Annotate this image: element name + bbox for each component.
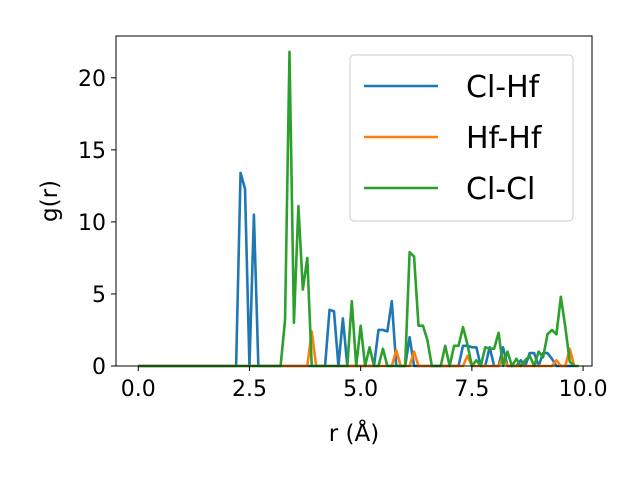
- legend-label-cl-cl: Cl-Cl: [466, 172, 535, 207]
- x-tick-label: 5.0: [343, 377, 378, 402]
- x-axis-label: r (Å): [329, 419, 379, 447]
- y-axis-label: g(r): [37, 180, 63, 222]
- x-tick-label: 7.5: [454, 377, 489, 402]
- legend: Cl-Hf Hf-Hf Cl-Cl: [349, 54, 574, 222]
- y-axis-ticks: 0 5 10 15 20: [78, 67, 116, 380]
- plot-frame: [115, 35, 593, 367]
- y-tick-label: 20: [78, 67, 106, 92]
- x-axis-ticks: 0.0 2.5 5.0 7.5 10.0: [121, 366, 608, 402]
- x-tick-label: 10.0: [559, 377, 608, 402]
- y-tick-label: 15: [78, 139, 106, 164]
- legend-label-cl-hf: Cl-Hf: [466, 70, 541, 105]
- x-tick-label: 2.5: [232, 377, 267, 402]
- legend-label-hf-hf: Hf-Hf: [466, 121, 543, 156]
- y-tick-label: 10: [78, 211, 106, 236]
- legend-box: [349, 54, 574, 222]
- y-tick-label: 0: [92, 355, 106, 380]
- y-tick-label: 5: [92, 283, 106, 308]
- x-tick-label: 0.0: [121, 377, 156, 402]
